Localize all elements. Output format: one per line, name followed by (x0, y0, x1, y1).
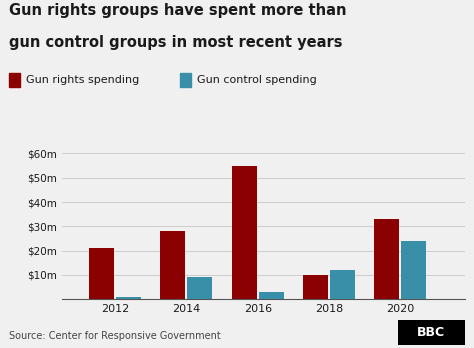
Bar (160, 231, 185, 299)
Bar (401, 241, 427, 299)
Text: BBC: BBC (417, 326, 446, 339)
Text: Gun rights groups have spent more than: Gun rights groups have spent more than (9, 3, 347, 18)
Text: Source: Center for Responsive Government: Source: Center for Responsive Government (9, 331, 221, 341)
Bar (374, 219, 399, 299)
Text: gun control groups in most recent years: gun control groups in most recent years (9, 35, 343, 50)
Bar (188, 277, 212, 299)
Bar (232, 166, 256, 299)
Text: Gun control spending: Gun control spending (197, 75, 317, 85)
Text: Gun rights spending: Gun rights spending (26, 75, 139, 85)
Bar (89, 248, 114, 299)
Bar (116, 297, 141, 299)
Bar (259, 292, 284, 299)
Bar (330, 270, 355, 299)
Bar (303, 275, 328, 299)
